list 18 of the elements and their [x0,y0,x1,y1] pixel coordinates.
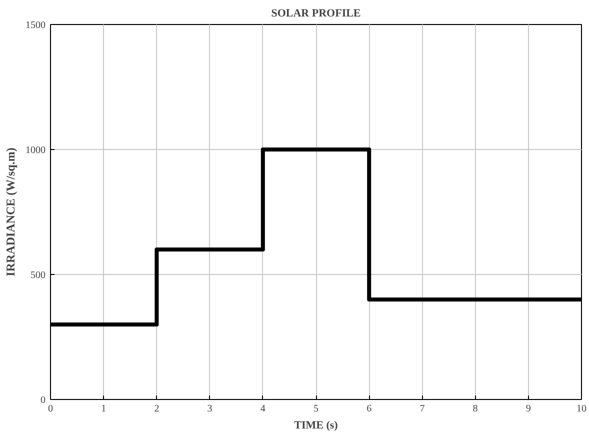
x-tick-label: 9 [526,404,531,414]
x-tick-label: 7 [420,404,425,414]
x-tick-label: 4 [260,404,266,414]
y-tick-label: 1000 [26,145,46,156]
y-tick-label: 0 [40,395,46,406]
y-tick-label: 500 [30,270,46,281]
x-tick-label: 0 [48,404,53,414]
x-tick-label: 2 [154,404,160,414]
x-axis-title: TIME (s) [294,420,338,432]
x-tick-label: 6 [366,404,372,414]
x-tick-label: 10 [576,404,586,414]
chart-title: SOLAR PROFILE [271,8,361,20]
x-tick-label: 1 [101,404,106,414]
x-tick-label: 3 [207,404,212,414]
x-tick-label: 8 [472,404,478,414]
y-tick-label: 1500 [26,20,46,31]
x-tick-label: 5 [314,404,318,414]
y-axis-title: IRRADIANCE (W/sq.m) [4,148,18,276]
